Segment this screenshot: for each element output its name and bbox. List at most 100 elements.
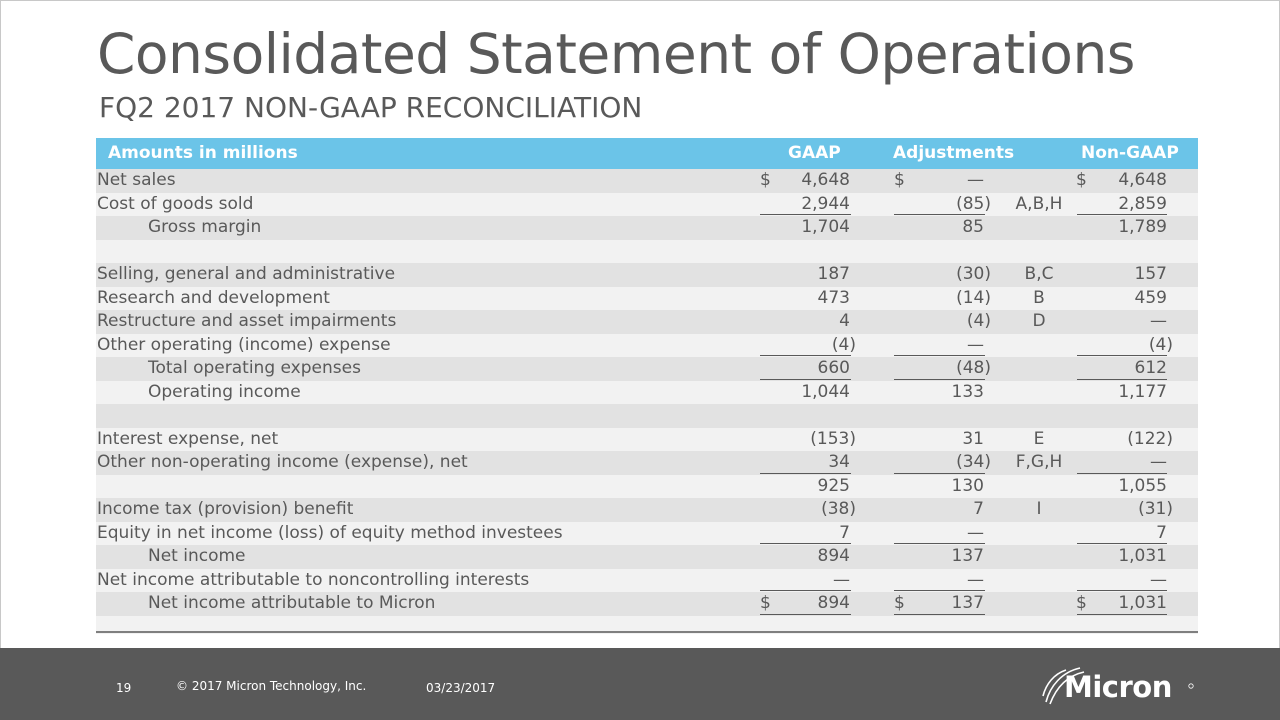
gaap-underline bbox=[760, 378, 851, 380]
gaap-underline bbox=[760, 543, 851, 544]
adj-double-underline bbox=[894, 613, 985, 615]
nongaap-value: 612 bbox=[1134, 358, 1167, 378]
gaap-value: 34 bbox=[828, 452, 850, 472]
note-ref: I bbox=[1036, 499, 1042, 519]
table-row: Net income attributable to Micron $ 894 … bbox=[96, 592, 1198, 616]
table-row: Other operating (income) expense (4) — (… bbox=[96, 333, 1198, 357]
table-row: Cost of goods sold 2,944 (85) A,B,H 2,85… bbox=[96, 192, 1198, 216]
gaap-dollar: $ bbox=[760, 593, 771, 613]
note-ref: A,B,H bbox=[1015, 193, 1063, 214]
table-row: Other non-operating income (expense), ne… bbox=[96, 451, 1198, 475]
adj-underline bbox=[894, 214, 985, 215]
row-label: Net income bbox=[148, 546, 246, 566]
note-ref: F,G,H bbox=[1015, 452, 1063, 472]
adj-value: 7 bbox=[973, 499, 984, 519]
nongaap-double-underline bbox=[1077, 613, 1167, 615]
note-ref: D bbox=[1032, 311, 1046, 331]
nongaap-value: 1,031 bbox=[1118, 546, 1167, 566]
row-label: Other operating (income) expense bbox=[97, 334, 391, 355]
note-ref: B bbox=[1033, 287, 1045, 308]
table-row: Research and development 473 (14) B 459 bbox=[96, 286, 1198, 310]
adj-dollar: $ bbox=[894, 593, 905, 613]
header-adjustments: Adjustments bbox=[893, 143, 1015, 163]
footer-date: 03/23/2017 bbox=[426, 681, 496, 695]
nongaap-value: (31) bbox=[1138, 499, 1173, 519]
nongaap-underline bbox=[1077, 378, 1167, 380]
gaap-value: (153) bbox=[810, 428, 856, 449]
gaap-value: (38) bbox=[821, 499, 856, 519]
row-label: Net income attributable to Micron bbox=[148, 593, 436, 613]
adj-value: (30) bbox=[956, 264, 991, 284]
adj-value: 137 bbox=[951, 546, 984, 566]
nongaap-value: — bbox=[1150, 311, 1167, 331]
nongaap-value: 157 bbox=[1134, 264, 1167, 284]
row-label: Gross margin bbox=[148, 217, 262, 237]
slide-subtitle: FQ2 2017 NON-GAAP RECONCILIATION bbox=[99, 91, 643, 124]
table-row: Interest expense, net (153) 31 E (122) bbox=[96, 427, 1198, 451]
gaap-value: 894 bbox=[817, 593, 850, 613]
row-label: Research and development bbox=[97, 287, 330, 308]
row-label: Net income attributable to noncontrollin… bbox=[97, 569, 530, 590]
copyright-text: © 2017 Micron Technology, Inc. bbox=[176, 679, 367, 693]
gaap-underline bbox=[760, 355, 851, 356]
row-label: Selling, general and administrative bbox=[97, 264, 396, 284]
adj-underline bbox=[894, 472, 985, 474]
gaap-value: 7 bbox=[839, 522, 850, 543]
note-ref: B,C bbox=[1024, 264, 1054, 284]
slide-title: Consolidated Statement of Operations bbox=[97, 22, 1135, 86]
gaap-value: 894 bbox=[817, 546, 850, 566]
table-row-spacer bbox=[96, 404, 1198, 428]
adj-value: (48) bbox=[956, 358, 991, 378]
table-row: Operating income 1,044 133 1,177 bbox=[96, 380, 1198, 404]
page-number: 19 bbox=[116, 681, 132, 695]
table-row: Equity in net income (loss) of equity me… bbox=[96, 521, 1198, 545]
adj-value: (4) bbox=[966, 311, 991, 331]
adj-value: (34) bbox=[956, 452, 991, 472]
row-label: Equity in net income (loss) of equity me… bbox=[97, 522, 563, 543]
table-row: Total operating expenses 660 (48) 612 bbox=[96, 357, 1198, 381]
nongaap-value: — bbox=[1150, 452, 1167, 472]
gaap-underline bbox=[760, 214, 851, 215]
gaap-underline bbox=[760, 590, 851, 591]
table-row: Restructure and asset impairments 4 (4) … bbox=[96, 310, 1198, 334]
adj-value: — bbox=[967, 522, 984, 543]
gaap-double-underline bbox=[760, 613, 851, 615]
adj-underline bbox=[894, 378, 985, 380]
nongaap-value: 459 bbox=[1134, 287, 1167, 308]
adj-value: (85) bbox=[956, 193, 991, 214]
nongaap-value: 1,789 bbox=[1118, 217, 1167, 237]
gaap-dollar: $ bbox=[760, 170, 771, 190]
nongaap-value: (4) bbox=[1148, 334, 1173, 355]
table-row: Net income 894 137 1,031 bbox=[96, 545, 1198, 569]
adj-value: 31 bbox=[962, 428, 984, 449]
row-label: Total operating expenses bbox=[148, 358, 361, 378]
table-row: Gross margin 1,704 85 1,789 bbox=[96, 216, 1198, 240]
adj-value: — bbox=[967, 569, 984, 590]
gaap-value: 2,944 bbox=[801, 193, 850, 214]
row-label: Income tax (provision) benefit bbox=[97, 499, 354, 519]
gaap-value: 660 bbox=[817, 358, 850, 378]
nongaap-value: 7 bbox=[1156, 522, 1167, 543]
row-label: Cost of goods sold bbox=[97, 193, 254, 214]
row-label: Restructure and asset impairments bbox=[97, 311, 397, 331]
header-amounts: Amounts in millions bbox=[108, 143, 298, 163]
adj-value: 130 bbox=[951, 475, 984, 496]
nongaap-value: 1,177 bbox=[1118, 381, 1167, 402]
adj-underline bbox=[894, 590, 985, 591]
adj-underline bbox=[894, 543, 985, 544]
nongaap-value: 4,648 bbox=[1118, 170, 1167, 190]
adj-value: 133 bbox=[951, 381, 984, 402]
micron-logo-icon: Micron bbox=[1042, 667, 1194, 705]
header-gaap: GAAP bbox=[788, 143, 841, 163]
row-label: Interest expense, net bbox=[97, 428, 279, 449]
gaap-value: 925 bbox=[817, 475, 850, 496]
gaap-value: (4) bbox=[831, 334, 856, 355]
row-label: Other non-operating income (expense), ne… bbox=[97, 452, 468, 472]
gaap-value: 187 bbox=[817, 264, 850, 284]
gaap-value: 473 bbox=[817, 287, 850, 308]
row-label: Net sales bbox=[97, 170, 176, 190]
adj-dollar: $ bbox=[894, 170, 905, 190]
table-row: Net income attributable to noncontrollin… bbox=[96, 568, 1198, 592]
note-ref: E bbox=[1033, 428, 1045, 449]
nongaap-value: 1,055 bbox=[1118, 475, 1167, 496]
